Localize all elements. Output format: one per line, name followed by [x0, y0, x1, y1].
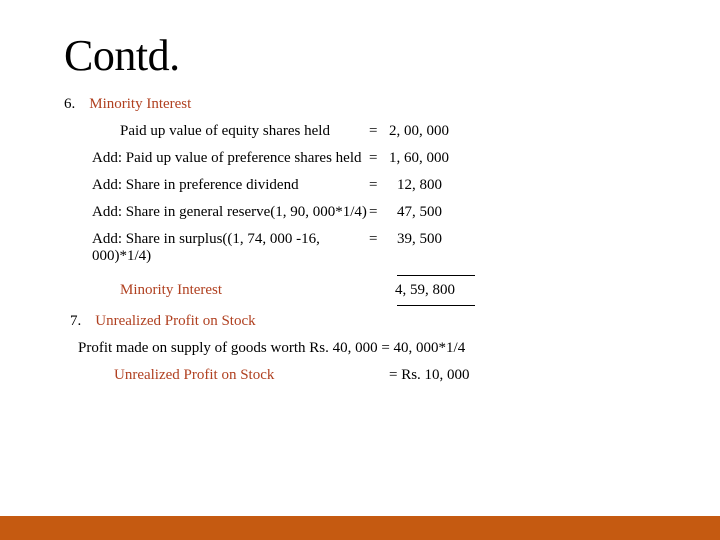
result-label: Unrealized Profit on Stock: [64, 367, 369, 384]
row-label: Add: Share in preference dividend: [64, 177, 369, 194]
row-eq: =: [369, 177, 389, 194]
section-6-header: 6. Minority Interest: [64, 95, 656, 113]
row-label: Paid up value of equity shares held: [64, 123, 369, 140]
row-value: 1, 60, 000: [389, 150, 479, 167]
result-value: = Rs. 10, 000: [369, 367, 470, 384]
row-value: 2, 00, 000: [389, 123, 479, 140]
row-eq: =: [369, 204, 389, 221]
row-label: Add: Share in surplus((1, 74, 000 -16, 0…: [64, 231, 369, 265]
slide-title: Contd.: [64, 30, 656, 81]
rule-bottom: [64, 305, 656, 306]
row-eq: =: [369, 123, 389, 140]
minority-interest-total: Minority Interest 4, 59, 800: [64, 282, 656, 299]
row-label: Add: Share in general reserve(1, 90, 000…: [64, 204, 369, 221]
minority-interest-rows: Paid up value of equity shares held = 2,…: [64, 123, 656, 306]
calc-row: Paid up value of equity shares held = 2,…: [64, 123, 656, 140]
total-label: Minority Interest: [64, 282, 369, 299]
calc-row: Add: Share in general reserve(1, 90, 000…: [64, 204, 656, 221]
section-6-title: Minority Interest: [89, 96, 191, 113]
row-eq: =: [369, 150, 389, 167]
row-value: 47, 500: [389, 204, 479, 221]
calc-row: Add: Share in surplus((1, 74, 000 -16, 0…: [64, 231, 656, 265]
section-7-header: 7. Unrealized Profit on Stock: [70, 312, 656, 330]
calc-row: Add: Paid up value of preference shares …: [64, 150, 656, 167]
row-value: 12, 800: [389, 177, 479, 194]
unrealized-profit-result: Unrealized Profit on Stock = Rs. 10, 000: [64, 367, 656, 384]
section-6-number: 6.: [64, 96, 75, 113]
total-value: 4, 59, 800: [389, 282, 479, 299]
profit-formula: Profit made on supply of goods worth Rs.…: [78, 340, 656, 357]
rule-top: [64, 275, 656, 276]
calc-row: Add: Share in preference dividend = 12, …: [64, 177, 656, 194]
footer-bar: [0, 516, 720, 540]
row-eq: =: [369, 231, 389, 248]
section-7-number: 7.: [70, 313, 81, 330]
section-7-title: Unrealized Profit on Stock: [95, 313, 255, 330]
row-value: 39, 500: [389, 231, 479, 248]
row-label: Add: Paid up value of preference shares …: [64, 150, 369, 167]
